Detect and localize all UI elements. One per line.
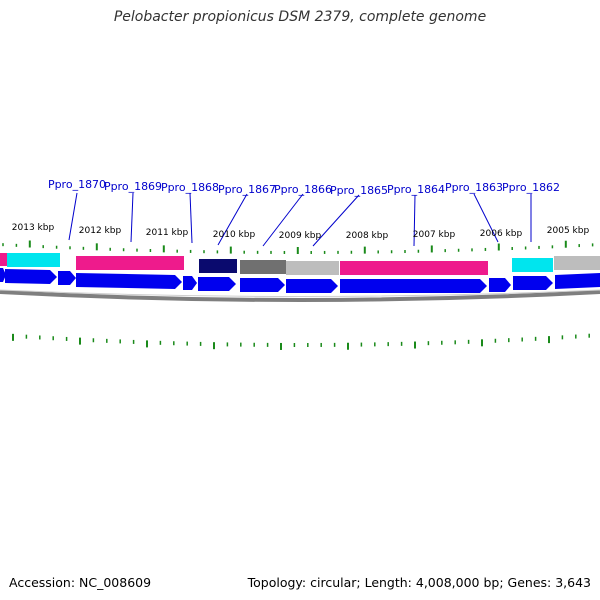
cds-track — [0, 268, 600, 293]
leader-ppro-1864 — [413, 194, 416, 247]
leader-ppro-1867 — [217, 193, 248, 246]
leader-ppro-1868 — [189, 192, 193, 244]
gene-label-ppro-1866: Ppro_1866 — [274, 183, 332, 196]
leader-ppro-1870 — [68, 192, 78, 241]
leader-ppro-1866 — [262, 193, 304, 247]
cds-arrow-1864 — [340, 279, 487, 293]
map-title: Pelobacter propionicus DSM 2379, complet… — [113, 9, 487, 25]
cds-arrow-1868 — [183, 276, 197, 290]
leader-ppro-1863 — [473, 193, 499, 243]
cds-arrow-right — [555, 273, 600, 289]
cds-arrow-left-edge — [0, 268, 6, 282]
gene-label-ppro-1868: Ppro_1868 — [161, 181, 219, 194]
cds-arrow-1863 — [489, 278, 511, 292]
feature-gray-1866 — [240, 260, 286, 274]
gene-label-ppro-1863: Ppro_1863 — [445, 181, 503, 194]
gene-labels: Ppro_1870 Ppro_1869 Ppro_1868 Ppro_1867 … — [48, 178, 560, 197]
kbp-label-2012: 2012 kbp — [79, 226, 122, 236]
feature-cyan-1862 — [512, 258, 553, 272]
gene-label-ppro-1869: Ppro_1869 — [104, 180, 162, 193]
gene-label-ppro-1867: Ppro_1867 — [218, 183, 276, 196]
feature-pink-1864 — [340, 261, 488, 275]
feature-pink-left — [0, 253, 7, 266]
feature-pink-1869 — [76, 256, 184, 270]
gene-label-ppro-1864: Ppro_1864 — [387, 183, 445, 196]
kbp-label-2011: 2011 kbp — [146, 228, 189, 238]
backbone-arc — [0, 290, 600, 302]
kbp-label-2005: 2005 kbp — [547, 226, 590, 236]
feature-cyan-1870 — [7, 253, 60, 267]
genome-summary: Topology: circular; Length: 4,008,000 bp… — [247, 575, 591, 590]
cds-arrow-1869 — [76, 273, 182, 289]
cds-arrow-1867 — [198, 277, 236, 291]
feature-track — [0, 253, 600, 275]
backbone-inner-arc — [0, 289, 600, 297]
gene-label-ppro-1862: Ppro_1862 — [502, 181, 560, 194]
kbp-label-2010: 2010 kbp — [213, 230, 256, 240]
gene-leader-lines — [68, 192, 532, 247]
gene-label-ppro-1865: Ppro_1865 — [330, 184, 388, 197]
feature-lightgray-1865 — [286, 261, 339, 275]
leader-ppro-1865 — [312, 194, 360, 247]
cds-arrow-1870b — [58, 271, 76, 285]
inner-ticks — [12, 333, 590, 350]
kbp-label-2009: 2009 kbp — [279, 231, 322, 241]
cds-arrow-1862 — [513, 276, 553, 290]
outer-ticks — [2, 240, 594, 254]
leader-ppro-1869 — [130, 192, 134, 243]
kbp-label-2007: 2007 kbp — [413, 230, 456, 240]
feature-navy-1867 — [199, 259, 237, 273]
kbp-label-2006: 2006 kbp — [480, 229, 523, 239]
gene-label-ppro-1870: Ppro_1870 — [48, 178, 106, 191]
feature-lightgray-right — [554, 256, 600, 270]
cds-arrow-1865 — [286, 279, 338, 293]
kbp-scale-labels: 2013 kbp 2012 kbp 2011 kbp 2010 kbp 2009… — [12, 223, 590, 241]
accession-label: Accession: NC_008609 — [9, 575, 152, 590]
cds-arrow-1870a — [5, 269, 57, 284]
kbp-label-2013: 2013 kbp — [12, 223, 55, 233]
kbp-label-2008: 2008 kbp — [346, 231, 389, 241]
cds-arrow-1866 — [240, 278, 285, 292]
